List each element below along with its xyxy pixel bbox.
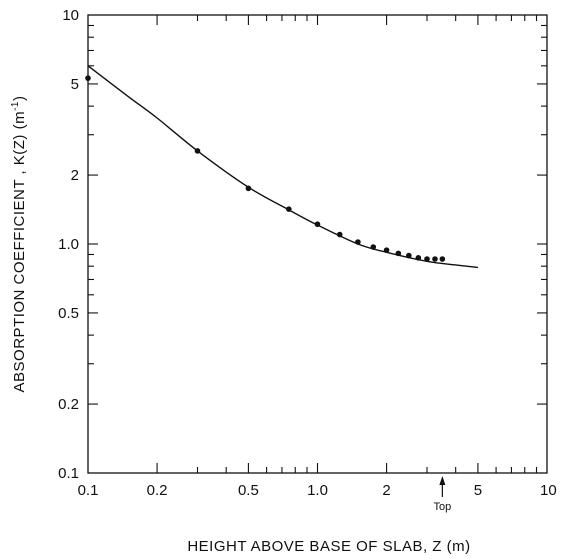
data-point bbox=[432, 256, 438, 262]
y-axis-title: ABSORPTION COEFFICIENT , K(Z) (m-1) bbox=[10, 96, 28, 393]
plot-frame bbox=[87, 14, 548, 474]
y-tick-label: 1.0 bbox=[58, 236, 79, 253]
data-point bbox=[314, 221, 321, 228]
x-tick-label: 0.5 bbox=[238, 482, 259, 499]
top-arrow-head bbox=[439, 476, 446, 485]
data-point bbox=[415, 255, 422, 261]
data-point bbox=[383, 247, 390, 253]
y-tick-label: 0.2 bbox=[58, 396, 79, 413]
x-tick-label: 2 bbox=[382, 482, 390, 499]
data-point bbox=[395, 250, 402, 257]
data-point bbox=[286, 206, 292, 212]
data-point bbox=[355, 239, 361, 245]
x-tick-label: 5 bbox=[474, 482, 482, 499]
x-tick-label: 1.0 bbox=[307, 482, 328, 499]
y-axis-title-superscript: -1 bbox=[10, 101, 21, 111]
fit-curve bbox=[87, 65, 478, 269]
top-annotation: Top bbox=[433, 476, 451, 513]
y-axis-title-main: ABSORPTION COEFFICIENT , K(Z) (m bbox=[11, 111, 28, 393]
x-tick-label: 0.2 bbox=[147, 482, 168, 499]
data-point bbox=[336, 231, 343, 238]
y-tick-label: 0.5 bbox=[58, 305, 79, 322]
axis-ticks bbox=[88, 15, 547, 473]
data-point bbox=[85, 75, 91, 81]
y-tick-label: 5 bbox=[71, 76, 79, 93]
data-point bbox=[245, 185, 252, 192]
data-point bbox=[439, 256, 446, 262]
y-tick-label: 0.1 bbox=[58, 465, 79, 482]
data-point bbox=[194, 148, 201, 154]
y-tick-label: 10 bbox=[62, 7, 79, 24]
y-axis-title-close: ) bbox=[11, 96, 28, 102]
data-point bbox=[424, 256, 430, 262]
data-points bbox=[85, 75, 446, 262]
tick-labels: 0.1 0.2 0.5 1.0 2 5 10 0.1 0.2 0.5 1.0 2 5 10 bbox=[58, 7, 557, 499]
x-tick-label: 10 bbox=[540, 482, 557, 499]
x-tick-label: 0.1 bbox=[78, 482, 99, 499]
data-point bbox=[406, 252, 412, 259]
x-axis-title: HEIGHT ABOVE BASE OF SLAB, Z (m) bbox=[187, 538, 470, 555]
y-tick-label: 2 bbox=[71, 167, 79, 184]
data-point bbox=[370, 244, 377, 250]
top-label: Top bbox=[433, 501, 451, 513]
